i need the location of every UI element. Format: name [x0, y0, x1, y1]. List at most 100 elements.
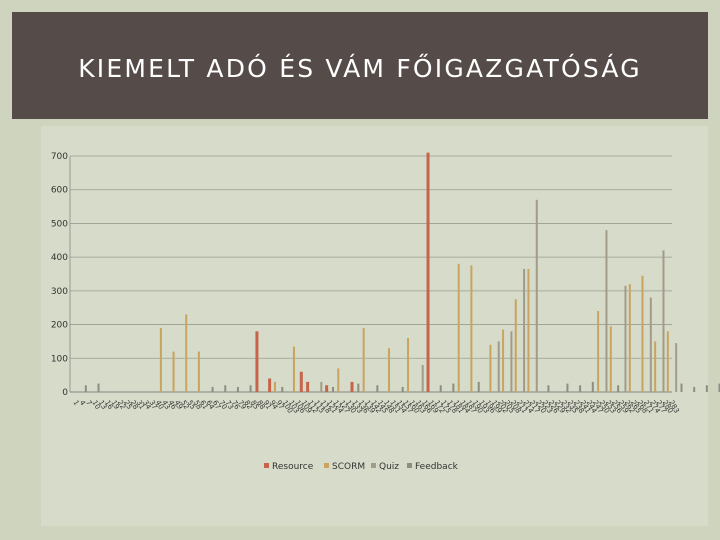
- x-tick-label: 91: [262, 399, 273, 411]
- bar-scorm: [654, 341, 657, 392]
- x-tick-label: 64: [205, 399, 217, 411]
- page-title: KIEMELT ADÓ ÉS VÁM FŐIGAZGATÓSÁG: [78, 54, 642, 83]
- x-tick-label: 94: [268, 399, 280, 411]
- bar-resource: [299, 371, 303, 392]
- x-tick-label: 43: [160, 399, 171, 411]
- bar-feedback: [566, 383, 569, 392]
- x-tick-label: 22: [116, 399, 127, 411]
- bar-scorm: [666, 331, 669, 392]
- x-tick-label: 7: [84, 399, 93, 407]
- bar-feedback: [281, 386, 284, 392]
- legend-swatch: [264, 463, 269, 468]
- bar-quiz: [510, 331, 513, 392]
- bar-scorm: [489, 344, 492, 392]
- x-tick-label: 1: [71, 399, 80, 407]
- x-tick-label: 19: [109, 399, 120, 411]
- bar-feedback: [439, 385, 442, 392]
- x-tick-label: 88: [255, 399, 266, 411]
- legend-label: SCORM: [332, 462, 365, 472]
- bar-feedback: [236, 386, 239, 392]
- bar-scorm: [502, 329, 505, 392]
- x-tick-label: 76: [230, 399, 242, 411]
- bar-feedback: [452, 383, 455, 392]
- y-axis: 0 100 200 300 400 500 600 700: [51, 152, 71, 398]
- bar-quiz: [320, 381, 323, 392]
- x-tick-label: 70: [217, 399, 228, 411]
- bar-feedback: [579, 385, 582, 392]
- bar-scorm: [159, 327, 162, 392]
- x-tick-label: 46: [166, 399, 178, 411]
- bar-resource: [325, 385, 329, 392]
- bar-scorm: [609, 326, 612, 392]
- bar-resource: [426, 152, 430, 392]
- bar-scorm: [337, 368, 340, 392]
- x-tick-label: 79: [236, 399, 247, 411]
- bar-resource: [350, 381, 354, 392]
- bar-quiz: [523, 268, 526, 392]
- x-tick-label: 10: [90, 399, 101, 411]
- title-bar: KIEMELT ADÓ ÉS VÁM FŐIGAZGATÓSÁG: [12, 12, 708, 119]
- legend-label: Quiz: [379, 462, 399, 472]
- x-tick-label: 34: [141, 399, 153, 411]
- x-tick-label: 13: [97, 399, 108, 411]
- y-tick-label: 300: [51, 287, 68, 297]
- bar-scorm: [641, 275, 644, 392]
- x-tick-label: 73: [224, 399, 235, 411]
- bar-quiz: [605, 230, 608, 392]
- y-tick-label: 600: [51, 186, 68, 196]
- legend-label: Resource: [272, 462, 314, 472]
- bar-scorm: [292, 346, 295, 392]
- x-tick-label: 61: [198, 399, 209, 411]
- x-tick-label: 40: [154, 399, 165, 411]
- bar-feedback: [617, 385, 620, 392]
- bar-feedback: [97, 383, 100, 392]
- bar-scorm: [362, 327, 365, 392]
- x-tick-label: 85: [249, 399, 260, 411]
- bar-feedback: [705, 385, 708, 392]
- bar-feedback: [680, 383, 683, 392]
- chart-legend: Resource SCORM Quiz Feedback: [264, 462, 459, 472]
- bar-scorm: [185, 314, 188, 392]
- bar-quiz: [535, 199, 538, 392]
- bar-feedback: [477, 381, 480, 392]
- y-tick-label: 100: [51, 354, 68, 364]
- bar-scorm: [470, 265, 473, 392]
- bar-scorm: [527, 268, 530, 392]
- bar-feedback: [401, 386, 404, 392]
- x-tick-label: 58: [192, 399, 203, 411]
- bar-scorm: [597, 311, 600, 392]
- y-tick-label: 700: [51, 152, 68, 162]
- bar-quiz: [649, 297, 652, 392]
- x-tick-label: 67: [211, 399, 222, 411]
- x-tick-label: 16: [103, 399, 115, 411]
- y-tick-label: 500: [51, 219, 68, 229]
- x-axis: 1471013161922252831343740434649525558616…: [70, 391, 681, 415]
- y-tick-label: 400: [51, 253, 68, 263]
- y-tick-label: 200: [51, 321, 68, 331]
- x-tick-label: 37: [147, 399, 158, 411]
- legend-swatch: [324, 463, 329, 468]
- bar-resource: [306, 381, 310, 392]
- legend-swatch: [371, 463, 376, 468]
- legend-swatch: [407, 463, 412, 468]
- bar-feedback: [249, 385, 252, 392]
- bar-scorm: [388, 348, 391, 392]
- bar-scorm: [407, 338, 410, 392]
- x-tick-label: 25: [122, 399, 133, 411]
- bar-quiz: [497, 341, 500, 392]
- bar-feedback: [211, 386, 214, 392]
- bar-quiz: [421, 365, 424, 392]
- bar-feedback: [718, 383, 720, 392]
- bar-feedback: [331, 386, 334, 392]
- chart-bars: [84, 152, 720, 392]
- bar-scorm: [197, 351, 200, 392]
- bar-scorm: [172, 351, 175, 392]
- bar-feedback: [376, 385, 379, 392]
- x-tick-label: 49: [173, 399, 184, 411]
- bar-resource: [255, 331, 259, 392]
- x-tick-label: 97: [274, 399, 285, 411]
- chart-panel: [41, 126, 708, 526]
- x-tick-label: 28: [128, 399, 139, 411]
- x-tick-label: 4: [78, 399, 87, 407]
